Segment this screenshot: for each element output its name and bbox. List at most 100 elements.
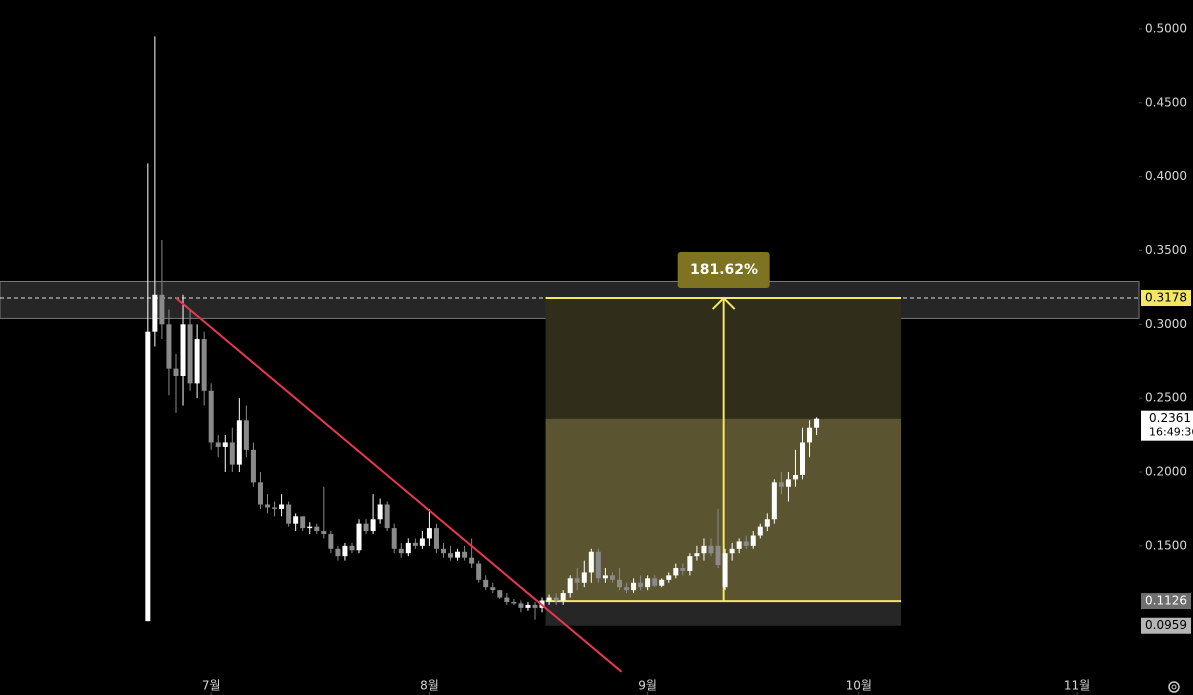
candle-body — [701, 545, 707, 554]
loss-zone — [545, 601, 902, 626]
candle-body — [645, 578, 651, 588]
y-tick-label: 0.2000 — [1145, 464, 1187, 478]
candle-body — [560, 593, 566, 601]
level-label-box — [1141, 290, 1191, 307]
entry-label: 0.1126 — [1145, 594, 1187, 608]
y-tick-label: 0.4500 — [1145, 95, 1187, 109]
candle-body — [743, 541, 749, 546]
candle-body — [335, 548, 341, 557]
candle-body — [321, 531, 327, 535]
candle-body — [426, 528, 432, 539]
candle-body — [215, 442, 221, 447]
arrow-head — [711, 296, 736, 310]
candle-body — [757, 526, 763, 536]
candle-body — [307, 526, 313, 529]
stop-label: 0.0959 — [1145, 618, 1187, 632]
candle-body — [152, 294, 158, 332]
last-price-time: 16:49:36 — [1149, 426, 1193, 439]
candle-body — [722, 553, 728, 588]
candle-body — [476, 563, 482, 580]
candle-body — [800, 442, 806, 475]
candle-body — [356, 523, 362, 551]
candle-body — [553, 597, 559, 601]
x-tick-label: 10월 — [846, 679, 872, 693]
y-tick-label: 0.5000 — [1145, 21, 1187, 35]
candle-body — [483, 579, 489, 588]
last-price-label: 0.2361 — [1149, 411, 1191, 425]
candle-body — [785, 479, 791, 487]
candle-body — [166, 324, 172, 369]
candle-body — [208, 390, 214, 443]
candle-body — [581, 572, 587, 583]
candle-body — [391, 528, 397, 549]
profit-label: 181.62% — [690, 262, 758, 278]
candle-body — [159, 294, 165, 325]
candle-body — [314, 526, 320, 532]
last-price-box — [1141, 410, 1193, 441]
candle-body — [708, 545, 714, 554]
profit-label-box — [677, 252, 770, 289]
candle-body — [778, 482, 784, 487]
candle-body — [715, 545, 721, 566]
candle-body — [616, 579, 622, 588]
candle-body — [462, 551, 468, 558]
candle-body — [469, 557, 475, 564]
candle-body — [666, 575, 672, 580]
candle-body — [433, 528, 439, 549]
candle-body — [609, 575, 615, 580]
x-tick-label: 8월 — [420, 679, 439, 693]
candle-body — [145, 331, 151, 622]
candle-body — [173, 368, 179, 377]
candle-body — [440, 548, 446, 554]
candle-body — [736, 541, 742, 549]
y-tick-label: 0.3000 — [1145, 317, 1187, 331]
candle-body — [265, 504, 271, 508]
y-tick-label: 0.2500 — [1145, 391, 1187, 405]
candle-body — [187, 324, 193, 384]
candle-body — [574, 578, 580, 583]
candle-body — [342, 545, 348, 557]
candle-body — [687, 556, 693, 571]
candle-body — [659, 579, 665, 586]
candle-body — [567, 578, 573, 594]
candle-body — [286, 504, 292, 524]
candle-body — [419, 538, 425, 546]
candle-body — [814, 418, 820, 428]
settings-icon[interactable] — [1168, 681, 1180, 693]
candle-body — [180, 324, 186, 377]
candle-body — [638, 582, 644, 588]
candle-body — [272, 507, 278, 509]
candle-body — [595, 551, 601, 579]
candle-body — [673, 567, 679, 576]
candle-body — [455, 551, 461, 558]
x-tick-label: 11월 — [1064, 679, 1090, 693]
candle-body — [194, 339, 200, 384]
y-tick-label: 0.4000 — [1145, 169, 1187, 183]
trendline — [175, 297, 623, 673]
candle-body — [525, 604, 531, 608]
candle-body — [222, 442, 228, 447]
y-tick-label: 0.1500 — [1145, 538, 1187, 552]
candle-body — [293, 516, 299, 524]
candle-body — [497, 590, 503, 598]
candle-body — [588, 551, 594, 573]
candle-body — [257, 482, 263, 505]
level-label: 0.3178 — [1145, 291, 1187, 305]
candle-body — [792, 474, 798, 480]
candle-body — [750, 535, 756, 546]
candle-body — [771, 482, 777, 520]
x-tick-label: 7월 — [202, 679, 221, 693]
candle-body — [764, 519, 770, 527]
candle-body — [201, 339, 207, 391]
candle-body — [377, 504, 383, 520]
candle-body — [300, 516, 306, 529]
stop-label-box — [1141, 617, 1191, 634]
candle-body — [349, 545, 355, 551]
candle-body — [229, 442, 235, 465]
candle-body — [631, 582, 637, 591]
candle-body — [602, 575, 608, 579]
candle-body — [624, 587, 630, 591]
candle-body — [405, 542, 411, 554]
candle-body — [236, 420, 242, 465]
